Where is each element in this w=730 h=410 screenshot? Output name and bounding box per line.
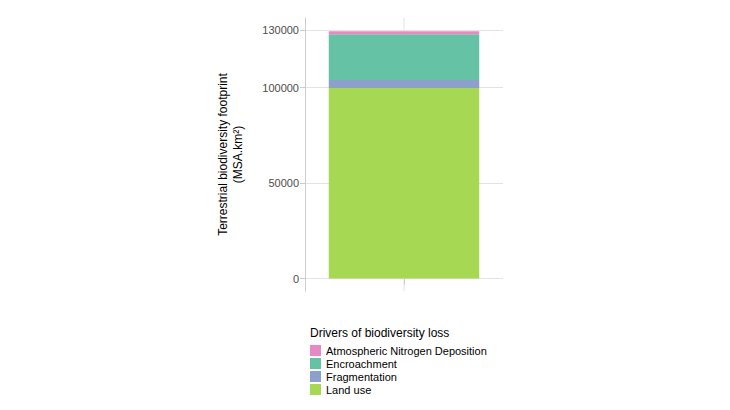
svg-text:Terrestrial biodiversity footp: Terrestrial biodiversity footprint: [216, 72, 230, 235]
svg-text:50000: 50000: [268, 177, 299, 189]
svg-text:130000: 130000: [262, 24, 299, 36]
svg-text:Drivers of biodiversity loss: Drivers of biodiversity loss: [310, 326, 449, 340]
svg-text:Encroachment: Encroachment: [326, 358, 397, 370]
svg-text:0: 0: [293, 273, 299, 285]
svg-text:100000: 100000: [262, 82, 299, 94]
svg-text:Atmospheric Nitrogen Depositio: Atmospheric Nitrogen Deposition: [326, 345, 487, 357]
svg-text:Fragmentation: Fragmentation: [326, 371, 397, 383]
svg-text:(MSA.km²): (MSA.km²): [231, 126, 245, 183]
svg-text:Land use: Land use: [326, 384, 371, 396]
